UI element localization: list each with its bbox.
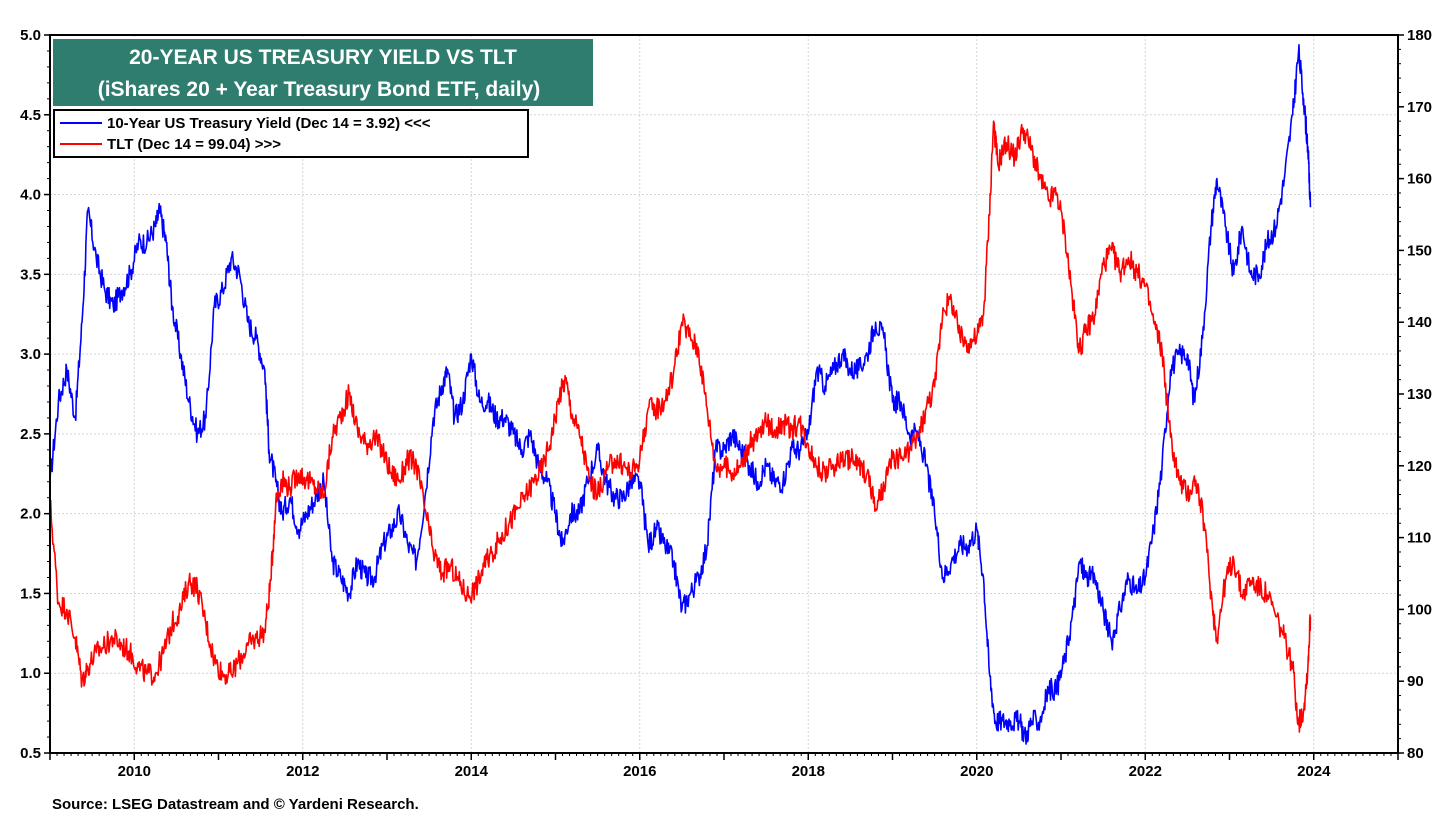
right-axis-tick-label: 110 [1407,530,1431,547]
left-axis-tick-label: 4.5 [20,107,41,124]
x-axis-tick-label: 2018 [792,763,825,780]
series-line-10y-yield [49,43,1312,745]
x-axis-tick-label: 2020 [960,763,993,780]
left-axis-tick-label: 2.0 [20,506,41,523]
right-axis-tick-label: 150 [1407,242,1432,259]
left-axis-tick-label: 2.5 [20,426,41,443]
series-line-tlt [49,120,1312,733]
left-axis-tick-label: 3.5 [20,266,41,283]
x-axis-tick-label: 2012 [286,763,319,780]
right-axis-tick-label: 90 [1407,673,1424,690]
left-axis-tick-label: 4.0 [20,187,41,204]
right-axis-tick-label: 180 [1407,27,1432,44]
left-axis-tick-label: 3.0 [20,346,41,363]
right-axis-tick-label: 140 [1407,314,1432,331]
chart-title-box: 20-YEAR US TREASURY YIELD VS TLT (iShare… [51,37,595,108]
legend-label-yield: 10-Year US Treasury Yield (Dec 14 = 3.92… [107,115,431,132]
x-axis-tick-label: 2024 [1297,763,1331,780]
title-background [51,37,595,108]
right-axis-tick-label: 100 [1407,601,1432,618]
x-axis-tick-label: 2014 [455,763,489,780]
x-axis-tick-label: 2022 [1129,763,1162,780]
right-axis-tick-label: 160 [1407,171,1432,188]
x-axis-tick-label: 2010 [118,763,151,780]
legend-label-tlt: TLT (Dec 14 = 99.04) >>> [107,136,281,153]
source-note: Source: LSEG Datastream and © Yardeni Re… [52,796,419,813]
legend: 10-Year US Treasury Yield (Dec 14 = 3.92… [53,109,529,158]
left-axis-tick-label: 5.0 [20,27,41,44]
left-axis-tick-label: 0.5 [20,745,41,762]
chart-title-line-2: (iShares 20 + Year Treasury Bond ETF, da… [98,78,541,101]
left-axis-tick-label: 1.0 [20,665,41,682]
series-lines [49,43,1312,745]
chart-title-line-1: 20-YEAR US TREASURY YIELD VS TLT [129,46,517,69]
right-axis-tick-label: 170 [1407,99,1432,116]
left-axis-tick-label: 1.5 [20,585,41,602]
legend-box [53,109,529,158]
right-axis-tick-label: 80 [1407,745,1424,762]
right-axis-tick-label: 130 [1407,386,1432,403]
right-axis-tick-label: 120 [1407,458,1432,475]
axes: 0.5 1.0 1.5 2.0 2.5 3.0 3.5 4.0 4.5 5.0 80 90 100 110… [20,27,1432,780]
x-axis-tick-label: 2016 [623,763,656,780]
